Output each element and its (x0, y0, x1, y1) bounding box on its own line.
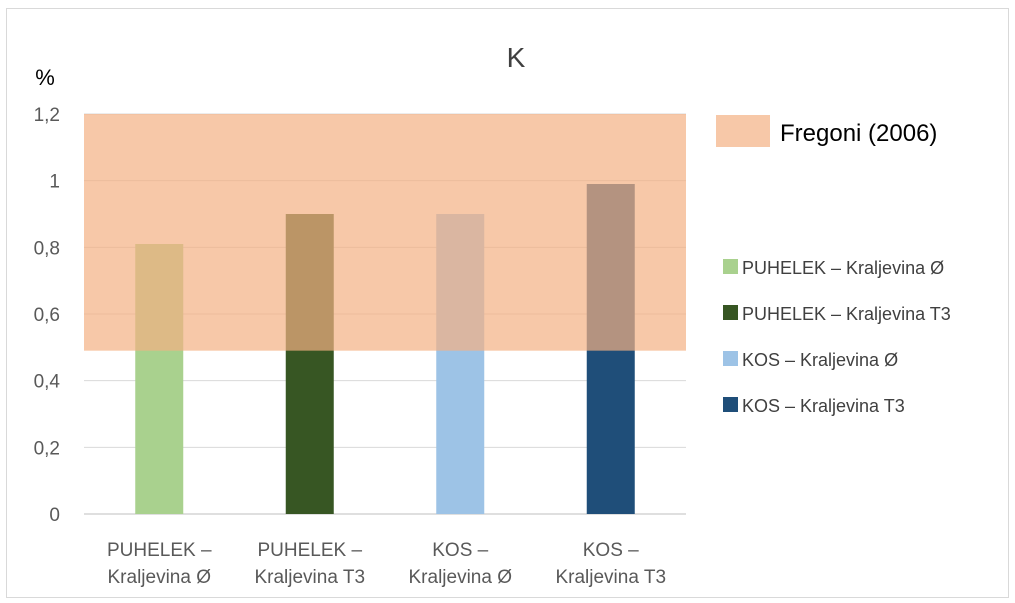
y-tick-label: 0,4 (34, 372, 61, 393)
x-category-label-line: KOS – (432, 540, 488, 561)
legend-swatch (723, 397, 738, 412)
x-category-label: KOS – Kraljevina T3 (555, 540, 666, 588)
legend-label-reference-band: Fregoni (2006) (780, 120, 937, 147)
legend-swatch-reference-band (716, 115, 770, 147)
y-tick-label: 0,8 (34, 238, 60, 259)
x-category-label-line: Kraljevina T3 (555, 567, 666, 588)
x-category-label-line: PUHELEK – (257, 540, 362, 561)
x-category-label-line: Kraljevina Ø (108, 567, 212, 588)
y-tick-label: 1 (49, 172, 60, 193)
y-tick-label: 0,2 (34, 438, 60, 459)
x-axis-categories: PUHELEK – Kraljevina Ø PUHELEK – Kraljevina… (107, 540, 666, 588)
y-tick-label: 1,2 (34, 105, 60, 126)
x-category-label: PUHELEK – Kraljevina T3 (254, 540, 365, 588)
legend-label: KOS – Kraljevina Ø (742, 350, 898, 370)
x-category-label-line: Kraljevina Ø (409, 567, 513, 588)
legend-swatch (723, 259, 738, 274)
x-category-label-line: PUHELEK – (107, 540, 212, 561)
x-category-label: PUHELEK – Kraljevina Ø (107, 540, 212, 588)
x-category-label: KOS – Kraljevina Ø (409, 540, 513, 588)
y-tick-label: 0 (49, 505, 60, 526)
legend-label: PUHELEK – Kraljevina Ø (742, 258, 944, 278)
chart-title: K (507, 42, 526, 73)
y-tick-label: 0,6 (34, 305, 60, 326)
legend: Fregoni (2006) PUHELEK – Kraljevina Ø PUHE… (716, 115, 951, 416)
y-axis-label: % (35, 65, 55, 90)
legend-label: KOS – Kraljevina T3 (742, 396, 905, 416)
y-axis-ticks: 0 0,2 0,4 0,6 0,8 1 1,2 (34, 105, 61, 526)
legend-swatch (723, 305, 738, 320)
legend-swatch (723, 351, 738, 366)
reference-band (84, 114, 686, 351)
reference-band-layer (84, 114, 686, 351)
x-category-label-line: Kraljevina T3 (254, 567, 365, 588)
legend-label: PUHELEK – Kraljevina T3 (742, 304, 951, 324)
x-category-label-line: KOS – (583, 540, 639, 561)
